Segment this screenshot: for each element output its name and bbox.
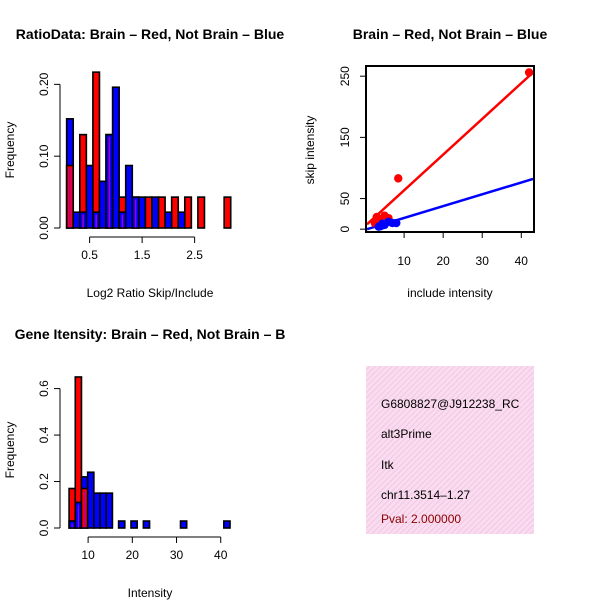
not-brain-bar — [85, 164, 94, 229]
brain-point — [394, 174, 403, 183]
x-tick-label: 1.5 — [134, 248, 151, 262]
y-tick-label: 0.00 — [37, 216, 51, 240]
info-event-id: G6808827@J912238_RC — [381, 397, 520, 411]
intensity-scatter: Brain – Red, Not Brain – Blue include in… — [303, 26, 547, 300]
overlap-bar — [69, 168, 71, 228]
x-tick-label: 0.5 — [81, 248, 98, 262]
info-event-type: alt3Prime — [381, 427, 432, 441]
ratio-histogram: RatioData: Brain – Red, Not Brain – Blue… — [3, 26, 284, 300]
not-brain-bar — [164, 211, 173, 229]
not-brain-bar — [124, 164, 134, 229]
y-tick-label: 250 — [338, 66, 352, 86]
gene-intensity-histogram-title: Gene Itensity: Brain – Red, Not Brain – … — [15, 326, 286, 342]
brain-fit-line — [366, 71, 534, 226]
overlap-bar — [134, 199, 137, 228]
x-tick-label: 2.5 — [186, 248, 203, 262]
overlap-bar — [77, 504, 79, 528]
not-brain-bar — [98, 180, 107, 229]
not-brain-bar — [138, 196, 147, 229]
overlap-bar — [95, 214, 97, 228]
ratio-histogram-xlabel: Log2 Ratio Skip/Include — [87, 286, 214, 300]
x-tick-label: 40 — [214, 548, 228, 562]
y-tick-label: 0.2 — [37, 473, 51, 490]
not-brain-bar — [99, 492, 108, 529]
overlap-bar — [71, 523, 73, 528]
not-brain-bar — [179, 520, 188, 529]
not-brain-bar — [151, 196, 160, 229]
gene-intensity-histogram-ylabel: Frequency — [3, 422, 17, 479]
scatter-plot-area — [366, 68, 534, 231]
y-tick-label: 0.4 — [37, 426, 51, 443]
not-brain-bar — [177, 211, 186, 229]
overlap-bar — [82, 214, 84, 228]
y-tick-label: 0.20 — [37, 72, 51, 96]
overlap-bar — [108, 137, 111, 228]
info-panel-background — [366, 366, 534, 534]
not-brain-bar — [142, 520, 151, 529]
x-tick-label: 10 — [397, 254, 411, 268]
ratio-histogram-title: RatioData: Brain – Red, Not Brain – Blue — [16, 26, 285, 42]
intensity-scatter-xlabel: include intensity — [407, 286, 492, 300]
x-tick-label: 30 — [476, 254, 490, 268]
brain-bar — [157, 196, 166, 229]
info-panel: G6808827@J912238_RC alt3Prime Itk chr11.… — [366, 366, 534, 534]
intensity-scatter-ylabel: skip intensity — [303, 116, 317, 185]
intensity-scatter-title: Brain – Red, Not Brain – Blue — [353, 26, 548, 42]
gene-intensity-histogram: Gene Itensity: Brain – Red, Not Brain – … — [3, 326, 285, 600]
brain-bar — [223, 196, 232, 229]
info-gene: Itk — [381, 458, 395, 472]
info-location: chr11.3514–1.27 — [381, 488, 471, 502]
y-tick-label: 0.10 — [37, 144, 51, 168]
info-pval: Pval: 2.000000 — [381, 512, 461, 526]
brain-bar — [92, 71, 101, 229]
x-tick-label: 20 — [126, 548, 140, 562]
not-brain-bar — [72, 211, 81, 229]
brain-point — [524, 68, 534, 77]
not-brain-bar — [105, 492, 114, 529]
x-tick-label: 10 — [81, 548, 95, 562]
not-brain-bar — [86, 471, 95, 529]
not-brain-bar — [223, 520, 231, 529]
y-tick-label: 150 — [338, 127, 352, 147]
not-brain-bar — [130, 520, 138, 529]
not-brain-point — [392, 218, 401, 228]
not-brain-bar — [117, 520, 126, 529]
x-tick-label: 40 — [515, 254, 529, 268]
not-brain-bar — [93, 492, 101, 529]
y-tick-label: 0 — [338, 226, 352, 233]
overlap-bar — [83, 491, 86, 528]
intensity-scatter-frame — [365, 65, 535, 233]
brain-bar — [144, 196, 153, 229]
y-tick-label: 0.6 — [37, 380, 51, 397]
x-tick-label: 20 — [436, 254, 450, 268]
brain-bar — [197, 196, 206, 229]
ratio-histogram-ylabel: Frequency — [3, 122, 17, 179]
gene-intensity-histogram-xlabel: Intensity — [128, 586, 173, 600]
x-tick-label: 30 — [170, 548, 184, 562]
not-brain-bar — [111, 86, 120, 229]
brain-bar — [170, 196, 180, 229]
y-tick-label: 50 — [338, 192, 352, 206]
not-brain-point — [378, 219, 387, 228]
y-tick-label: 0.0 — [37, 519, 51, 536]
brain-bar — [183, 196, 193, 229]
overlap-bar — [121, 214, 124, 228]
